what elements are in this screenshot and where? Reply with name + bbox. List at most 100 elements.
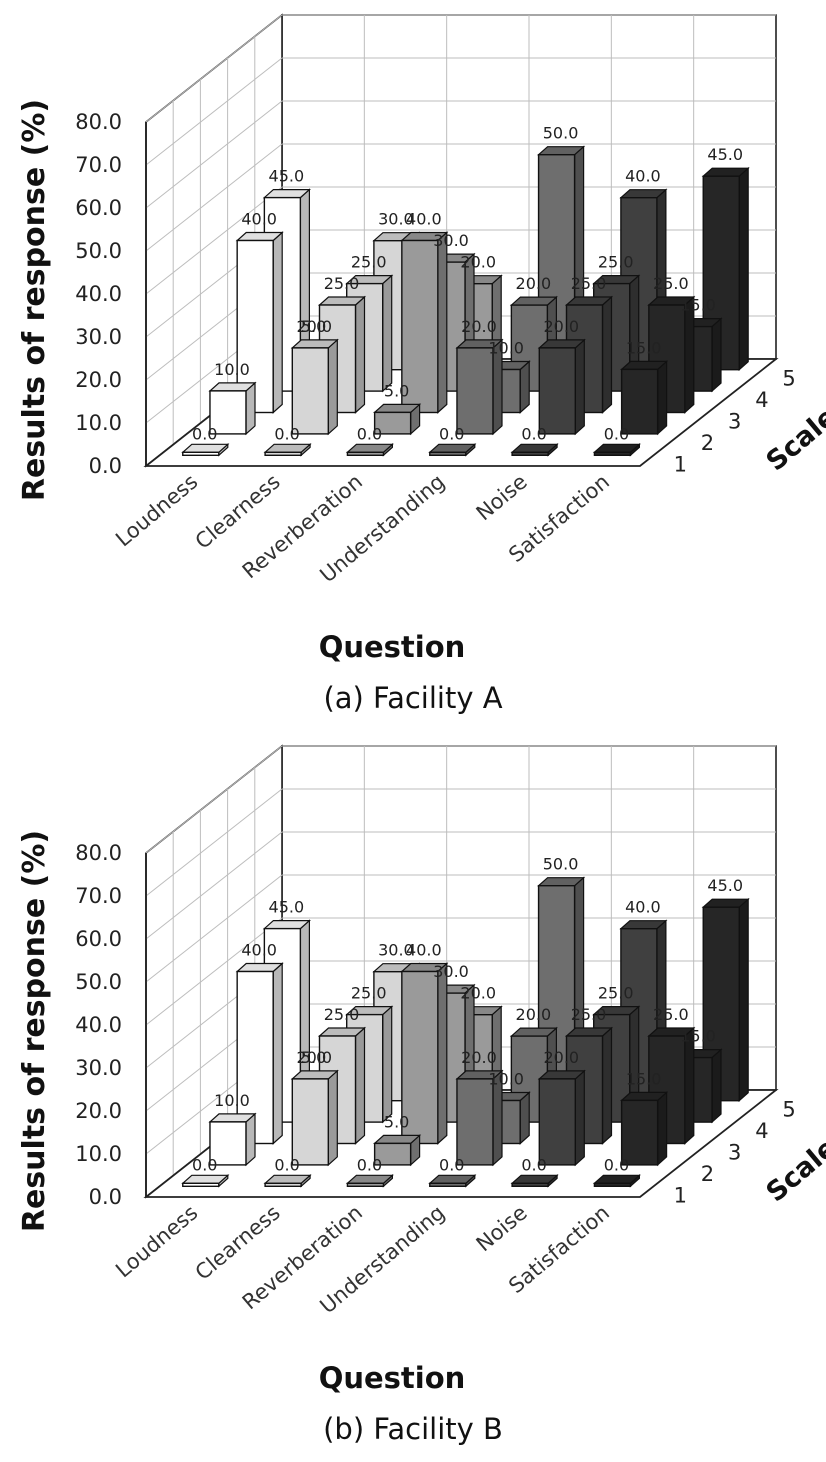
bar <box>620 1091 669 1167</box>
bar-top-face <box>317 1027 367 1037</box>
data-label: 0.0 <box>521 424 546 443</box>
data-label: 0.0 <box>521 1155 546 1174</box>
data-label: 40.0 <box>625 167 661 186</box>
scale-tick-label: 1 <box>674 1183 687 1207</box>
scale-tick-label: 2 <box>701 1162 714 1186</box>
data-label: 0.0 <box>357 424 382 443</box>
data-label: 10.0 <box>488 1070 524 1089</box>
bar <box>290 1069 339 1167</box>
y-tick-label: 50.0 <box>75 239 122 263</box>
bar-front-face <box>620 368 659 435</box>
bar <box>455 1069 504 1167</box>
category-label: Noise <box>472 469 532 525</box>
bar-front-face <box>538 347 576 435</box>
bar <box>263 1173 312 1188</box>
chart-facility-b: 0.010.020.030.040.050.060.070.080.05.030… <box>17 744 826 1446</box>
bar-side-face <box>601 1026 613 1145</box>
bar-top-face <box>428 1174 477 1184</box>
bar-side-face <box>437 231 448 414</box>
chart-panel-facility-a: 0.0 10.0 20.0 30.0 40.0 50.0 60.0 70.0 80.0 5.0 30… <box>17 13 826 715</box>
bar <box>592 442 641 457</box>
y-axis-title: Results of response (%) <box>17 99 52 501</box>
gridline-side <box>145 745 283 854</box>
bar-top-face <box>262 920 311 930</box>
bar-top-face <box>345 1174 394 1184</box>
data-label: 25.0 <box>653 1005 689 1024</box>
y-tick-label: 0.0 <box>89 454 122 478</box>
data-label: 20.0 <box>516 274 552 293</box>
data-label: 5.0 <box>384 381 409 400</box>
bar-top-face <box>564 1027 614 1037</box>
bar-top-face <box>290 1070 339 1080</box>
scale-tick-label: 2 <box>701 431 714 455</box>
scale-tick-label: 5 <box>782 1098 795 1122</box>
y-tick-label: 20.0 <box>75 368 122 392</box>
bar <box>537 1069 586 1167</box>
bar-top-face <box>564 296 614 306</box>
data-label: 0.0 <box>604 1155 629 1174</box>
y-tick-label: 10.0 <box>75 1142 122 1166</box>
data-label: 45.0 <box>269 167 305 186</box>
figure-caption: (b) Facility B <box>323 1412 503 1446</box>
data-label: 25.0 <box>653 274 689 293</box>
data-label: 50.0 <box>543 855 579 874</box>
bar <box>428 1173 477 1188</box>
bar <box>208 1112 257 1167</box>
bar-front-face <box>511 451 549 456</box>
chart-body: 0.010.020.030.040.050.060.070.080.05.030… <box>17 13 826 715</box>
data-label: 30.0 <box>433 231 469 250</box>
bar-front-face <box>538 1078 576 1166</box>
scale-axis-title: Scale <box>761 401 826 477</box>
y-tick-label: 60.0 <box>75 927 122 951</box>
data-label: 25.0 <box>571 274 607 293</box>
bar <box>647 1026 696 1145</box>
bar-top-face <box>537 1070 586 1080</box>
data-label: 45.0 <box>269 898 305 917</box>
bar <box>181 1173 230 1188</box>
data-label: 0.0 <box>192 424 217 443</box>
data-label: 0.0 <box>439 1155 464 1174</box>
bar-front-face <box>209 390 247 435</box>
bar-top-face <box>208 1113 257 1123</box>
bar <box>263 442 312 457</box>
y-tick-label: 20.0 <box>75 1099 122 1123</box>
bar-front-face <box>620 1099 659 1166</box>
chart-facility-a: 0.010.020.030.040.050.060.070.080.05.030… <box>17 13 826 715</box>
data-label: 25.0 <box>351 253 387 272</box>
bar-top-face <box>701 898 750 908</box>
bar <box>592 1173 641 1188</box>
data-label: 10.0 <box>214 1091 250 1110</box>
bar-front-face <box>209 1121 247 1166</box>
gridline-side <box>145 917 283 1026</box>
category-label: Noise <box>472 1200 532 1256</box>
data-label: 20.0 <box>461 317 497 336</box>
gridline-side <box>145 14 283 123</box>
data-label: 5.0 <box>301 317 326 336</box>
bar-side-face <box>711 1048 722 1124</box>
data-label: 20.0 <box>460 253 496 272</box>
bar-top-face <box>509 296 558 306</box>
bar-side-face <box>327 338 338 436</box>
bar <box>455 338 504 436</box>
data-label: 15.0 <box>680 296 716 315</box>
gridline-side <box>145 831 283 940</box>
scale-axis-title: Scale <box>761 1132 826 1208</box>
bar-top-face <box>262 189 311 199</box>
y-tick-label: 0.0 <box>89 1185 122 1209</box>
bar-top-face <box>317 296 367 306</box>
bar-side-face <box>245 1112 256 1167</box>
data-label: 20.0 <box>296 1048 332 1067</box>
data-label: 0.0 <box>357 1155 382 1174</box>
bar-front-face <box>456 1078 494 1166</box>
x-axis-title: Question <box>319 1361 466 1395</box>
data-label: 20.0 <box>296 317 332 336</box>
bar-front-face <box>182 1182 220 1187</box>
y-tick-label: 70.0 <box>75 153 122 177</box>
y-tick-label: 30.0 <box>75 325 122 349</box>
bar-front-face <box>456 347 494 435</box>
data-label: 50.0 <box>543 124 579 143</box>
data-label: 20.0 <box>516 1005 552 1024</box>
bar-top-face <box>181 1174 230 1184</box>
bar <box>510 1173 559 1188</box>
y-tick-label: 50.0 <box>75 970 122 994</box>
